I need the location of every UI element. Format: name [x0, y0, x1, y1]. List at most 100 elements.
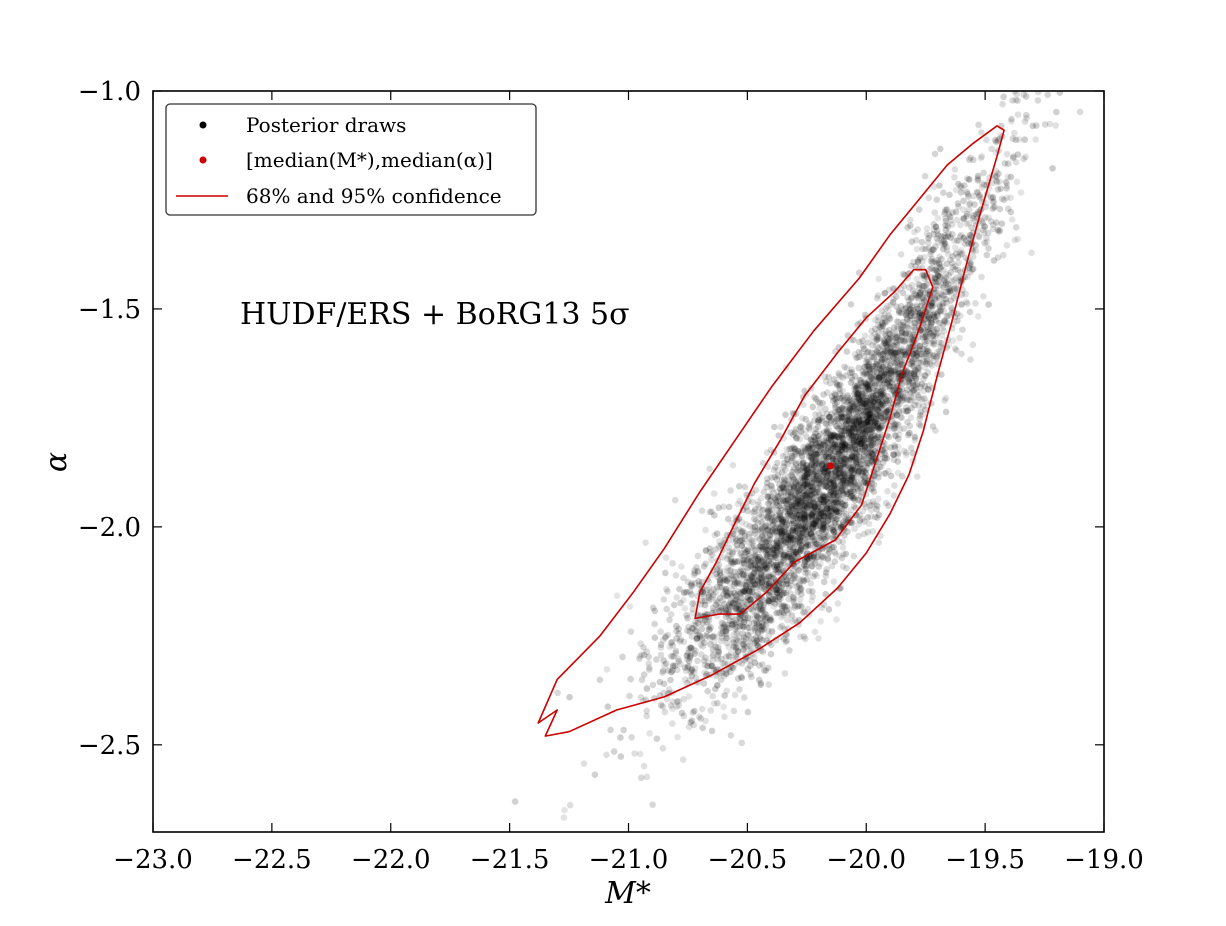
posterior-draw-point — [867, 373, 874, 380]
posterior-draw-point — [680, 589, 688, 597]
posterior-draw-point — [809, 437, 816, 445]
posterior-draw-point — [675, 658, 682, 665]
posterior-draw-point — [955, 180, 962, 188]
posterior-draw-point — [862, 381, 869, 388]
posterior-draw-point — [708, 556, 715, 564]
posterior-draw-point — [869, 436, 877, 444]
posterior-draw-point — [810, 444, 817, 451]
posterior-draw-point — [853, 452, 860, 460]
posterior-draw-point — [797, 428, 805, 436]
posterior-draw-point — [845, 407, 853, 414]
posterior-draw-point — [712, 601, 719, 609]
posterior-draw-point — [768, 555, 775, 563]
posterior-draw-point — [660, 596, 668, 603]
posterior-draw-point — [871, 363, 879, 371]
posterior-draw-point — [840, 402, 848, 410]
posterior-draw-point — [819, 461, 826, 469]
posterior-draw-point — [672, 572, 680, 579]
posterior-draw-point — [724, 593, 731, 600]
posterior-draw-point — [872, 387, 880, 395]
posterior-draw-point — [808, 556, 816, 564]
posterior-draw-point — [836, 552, 843, 560]
posterior-draw-point — [736, 497, 743, 505]
posterior-draw-point — [951, 244, 959, 251]
posterior-draw-point — [824, 389, 831, 396]
posterior-draw-point — [1008, 216, 1016, 223]
posterior-draw-point — [868, 501, 875, 509]
posterior-draw-point — [940, 308, 947, 315]
posterior-draw-point — [858, 420, 865, 428]
posterior-draw-point — [776, 511, 784, 518]
posterior-draw-point — [877, 409, 885, 417]
posterior-draw-point — [911, 401, 918, 409]
posterior-draw-point — [1028, 64, 1035, 71]
posterior-draw-point — [961, 182, 968, 189]
posterior-draw-point — [697, 715, 704, 722]
posterior-draw-point — [868, 375, 875, 382]
posterior-draw-point — [895, 318, 902, 326]
posterior-draw-point — [854, 395, 861, 403]
posterior-draw-point — [807, 580, 815, 587]
posterior-draw-point — [966, 156, 973, 163]
posterior-draw-point — [1012, 136, 1020, 144]
posterior-draw-point — [818, 499, 826, 506]
posterior-draw-point — [790, 513, 797, 520]
posterior-draw-point — [832, 472, 840, 479]
posterior-draw-point — [951, 237, 958, 244]
posterior-draw-point — [964, 300, 971, 307]
posterior-draw-point — [837, 465, 844, 472]
posterior-draw-point — [816, 474, 823, 482]
posterior-draw-point — [877, 323, 885, 331]
posterior-draw-point — [778, 613, 785, 621]
posterior-draw-point — [842, 460, 850, 468]
posterior-draw-point — [938, 255, 945, 263]
posterior-draw-point — [511, 798, 519, 805]
posterior-draw-point — [1004, 173, 1012, 181]
posterior-draw-point — [730, 707, 738, 715]
posterior-draw-point — [782, 466, 789, 474]
posterior-draw-point — [721, 624, 728, 631]
posterior-draw-point — [767, 614, 774, 621]
posterior-draw-point — [809, 533, 816, 541]
posterior-draw-point — [637, 640, 644, 647]
posterior-draw-point — [906, 301, 914, 309]
posterior-draw-point — [855, 348, 863, 356]
posterior-draw-point — [795, 516, 802, 524]
posterior-draw-point — [859, 337, 866, 345]
posterior-draw-point — [1049, 73, 1056, 80]
posterior-draw-point — [842, 421, 850, 429]
posterior-draw-point — [985, 245, 992, 252]
posterior-draw-point — [776, 550, 783, 558]
posterior-draw-point — [981, 214, 989, 221]
posterior-draw-point — [865, 498, 872, 506]
posterior-draw-point — [596, 676, 604, 684]
posterior-draw-point — [949, 253, 956, 260]
posterior-draw-point — [776, 545, 784, 552]
posterior-draw-point — [919, 271, 927, 278]
posterior-draw-point — [848, 444, 856, 451]
posterior-draw-point — [864, 370, 871, 378]
posterior-draw-point — [835, 450, 843, 458]
posterior-draw-point — [913, 352, 920, 360]
posterior-draw-point — [868, 506, 875, 514]
posterior-draw-point — [737, 593, 744, 601]
posterior-draw-point — [1076, 108, 1084, 116]
posterior-draw-point — [736, 619, 743, 626]
posterior-draw-point — [802, 464, 810, 471]
posterior-draw-point — [931, 209, 939, 216]
posterior-draw-point — [792, 528, 799, 535]
posterior-draw-point — [865, 382, 873, 390]
posterior-draw-point — [631, 750, 638, 757]
posterior-draw-point — [1009, 135, 1017, 142]
posterior-draw-point — [881, 317, 889, 325]
posterior-draw-point — [638, 774, 645, 782]
posterior-draw-point — [825, 606, 833, 613]
posterior-draw-point — [712, 685, 719, 693]
posterior-draw-point — [925, 239, 932, 246]
posterior-draw-point — [867, 442, 874, 449]
posterior-draw-point — [990, 198, 997, 205]
posterior-draw-point — [730, 620, 738, 627]
posterior-draw-point — [914, 388, 921, 396]
posterior-draw-point — [873, 294, 881, 302]
posterior-draw-point — [862, 419, 870, 426]
